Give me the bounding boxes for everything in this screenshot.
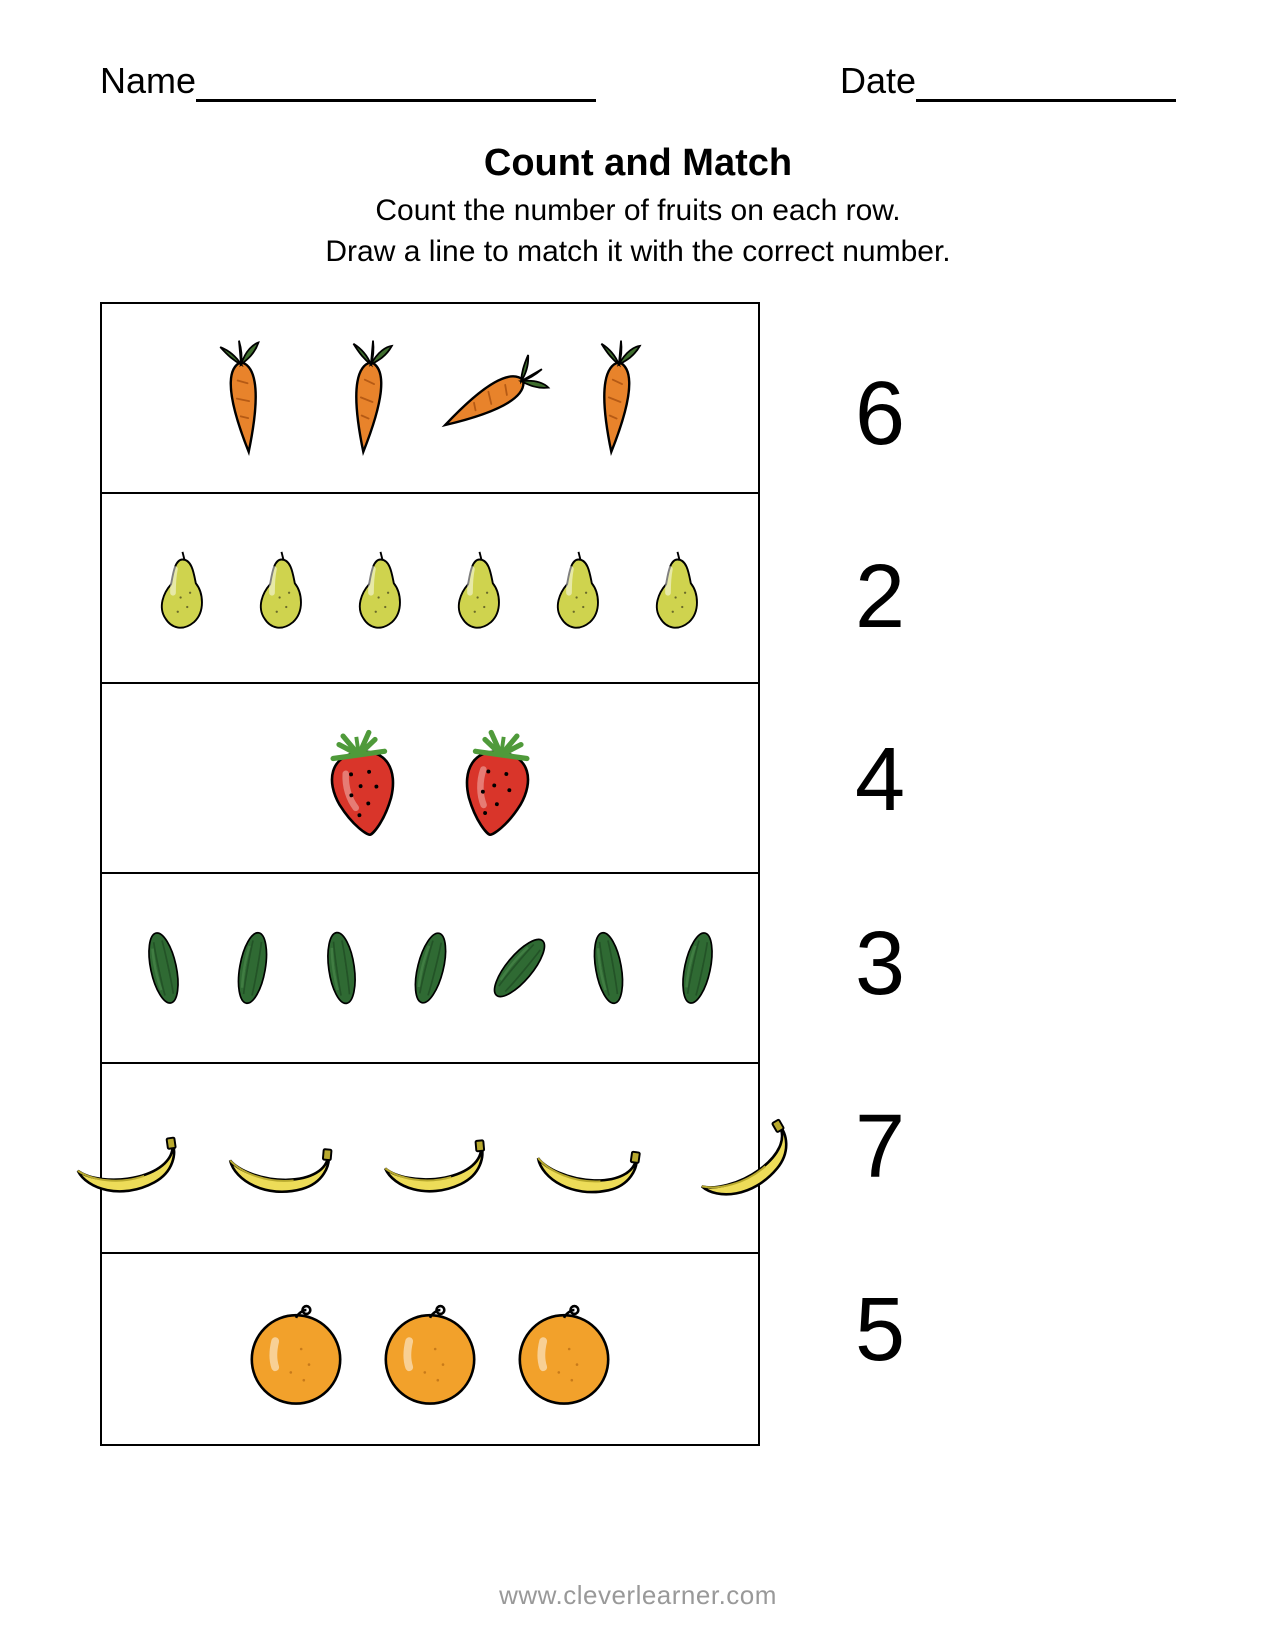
cucumber-icon (477, 893, 562, 1043)
orange-icon (231, 1279, 361, 1419)
pear-icon (432, 513, 527, 663)
cucumber-icon (388, 893, 473, 1043)
carrot-icon (308, 318, 428, 478)
carrot-icon (556, 318, 676, 478)
cucumber-icon (210, 893, 295, 1043)
strawberry-icon (298, 703, 428, 853)
banana-icon (509, 1093, 659, 1223)
cucumber-icon (566, 893, 651, 1043)
banana-icon (47, 1093, 197, 1223)
cucumber-icon (655, 893, 740, 1043)
strawberry-icon (432, 703, 562, 853)
match-number-2[interactable]: 2 (820, 552, 940, 642)
cucumber-icon (299, 893, 384, 1043)
number-column: 6 2 4 3 7 5 (820, 302, 940, 1442)
banana-icon (663, 1093, 813, 1223)
date-label: Date (840, 60, 916, 102)
date-blank-line[interactable] (916, 72, 1176, 102)
footer-url: www.cleverlearner.com (0, 1580, 1276, 1611)
pear-icon (333, 513, 428, 663)
instructions-line-1: Count the number of fruits on each row. (100, 191, 1176, 232)
banana-icon (355, 1093, 505, 1223)
name-blank-line[interactable] (196, 72, 596, 102)
picture-row-banana (102, 1064, 758, 1254)
name-label: Name (100, 60, 196, 102)
picture-grid (100, 302, 760, 1446)
match-number-5[interactable]: 5 (820, 1285, 940, 1375)
worksheet-header: Name Date (100, 60, 1176, 102)
orange-icon (365, 1279, 495, 1419)
match-number-3[interactable]: 3 (820, 919, 940, 1009)
picture-row-carrot (102, 304, 758, 494)
banana-icon (201, 1093, 351, 1223)
pear-icon (531, 513, 626, 663)
carrot-icon (432, 318, 552, 478)
instructions-line-2: Draw a line to match it with the correct… (100, 232, 1176, 273)
date-field: Date (840, 60, 1176, 102)
pear-icon (135, 513, 230, 663)
worksheet-title: Count and Match (100, 142, 1176, 185)
title-block: Count and Match Count the number of frui… (100, 142, 1176, 272)
orange-icon (499, 1279, 629, 1419)
picture-row-pear (102, 494, 758, 684)
picture-row-cucumber (102, 874, 758, 1064)
name-field: Name (100, 60, 596, 102)
carrot-icon (184, 318, 304, 478)
pear-icon (630, 513, 725, 663)
match-number-4[interactable]: 4 (820, 735, 940, 825)
cucumber-icon (121, 893, 206, 1043)
match-number-7[interactable]: 7 (820, 1102, 940, 1192)
picture-row-strawberry (102, 684, 758, 874)
picture-row-orange (102, 1254, 758, 1444)
match-number-6[interactable]: 6 (820, 369, 940, 459)
pear-icon (234, 513, 329, 663)
worksheet-body: 6 2 4 3 7 5 (100, 302, 1176, 1446)
